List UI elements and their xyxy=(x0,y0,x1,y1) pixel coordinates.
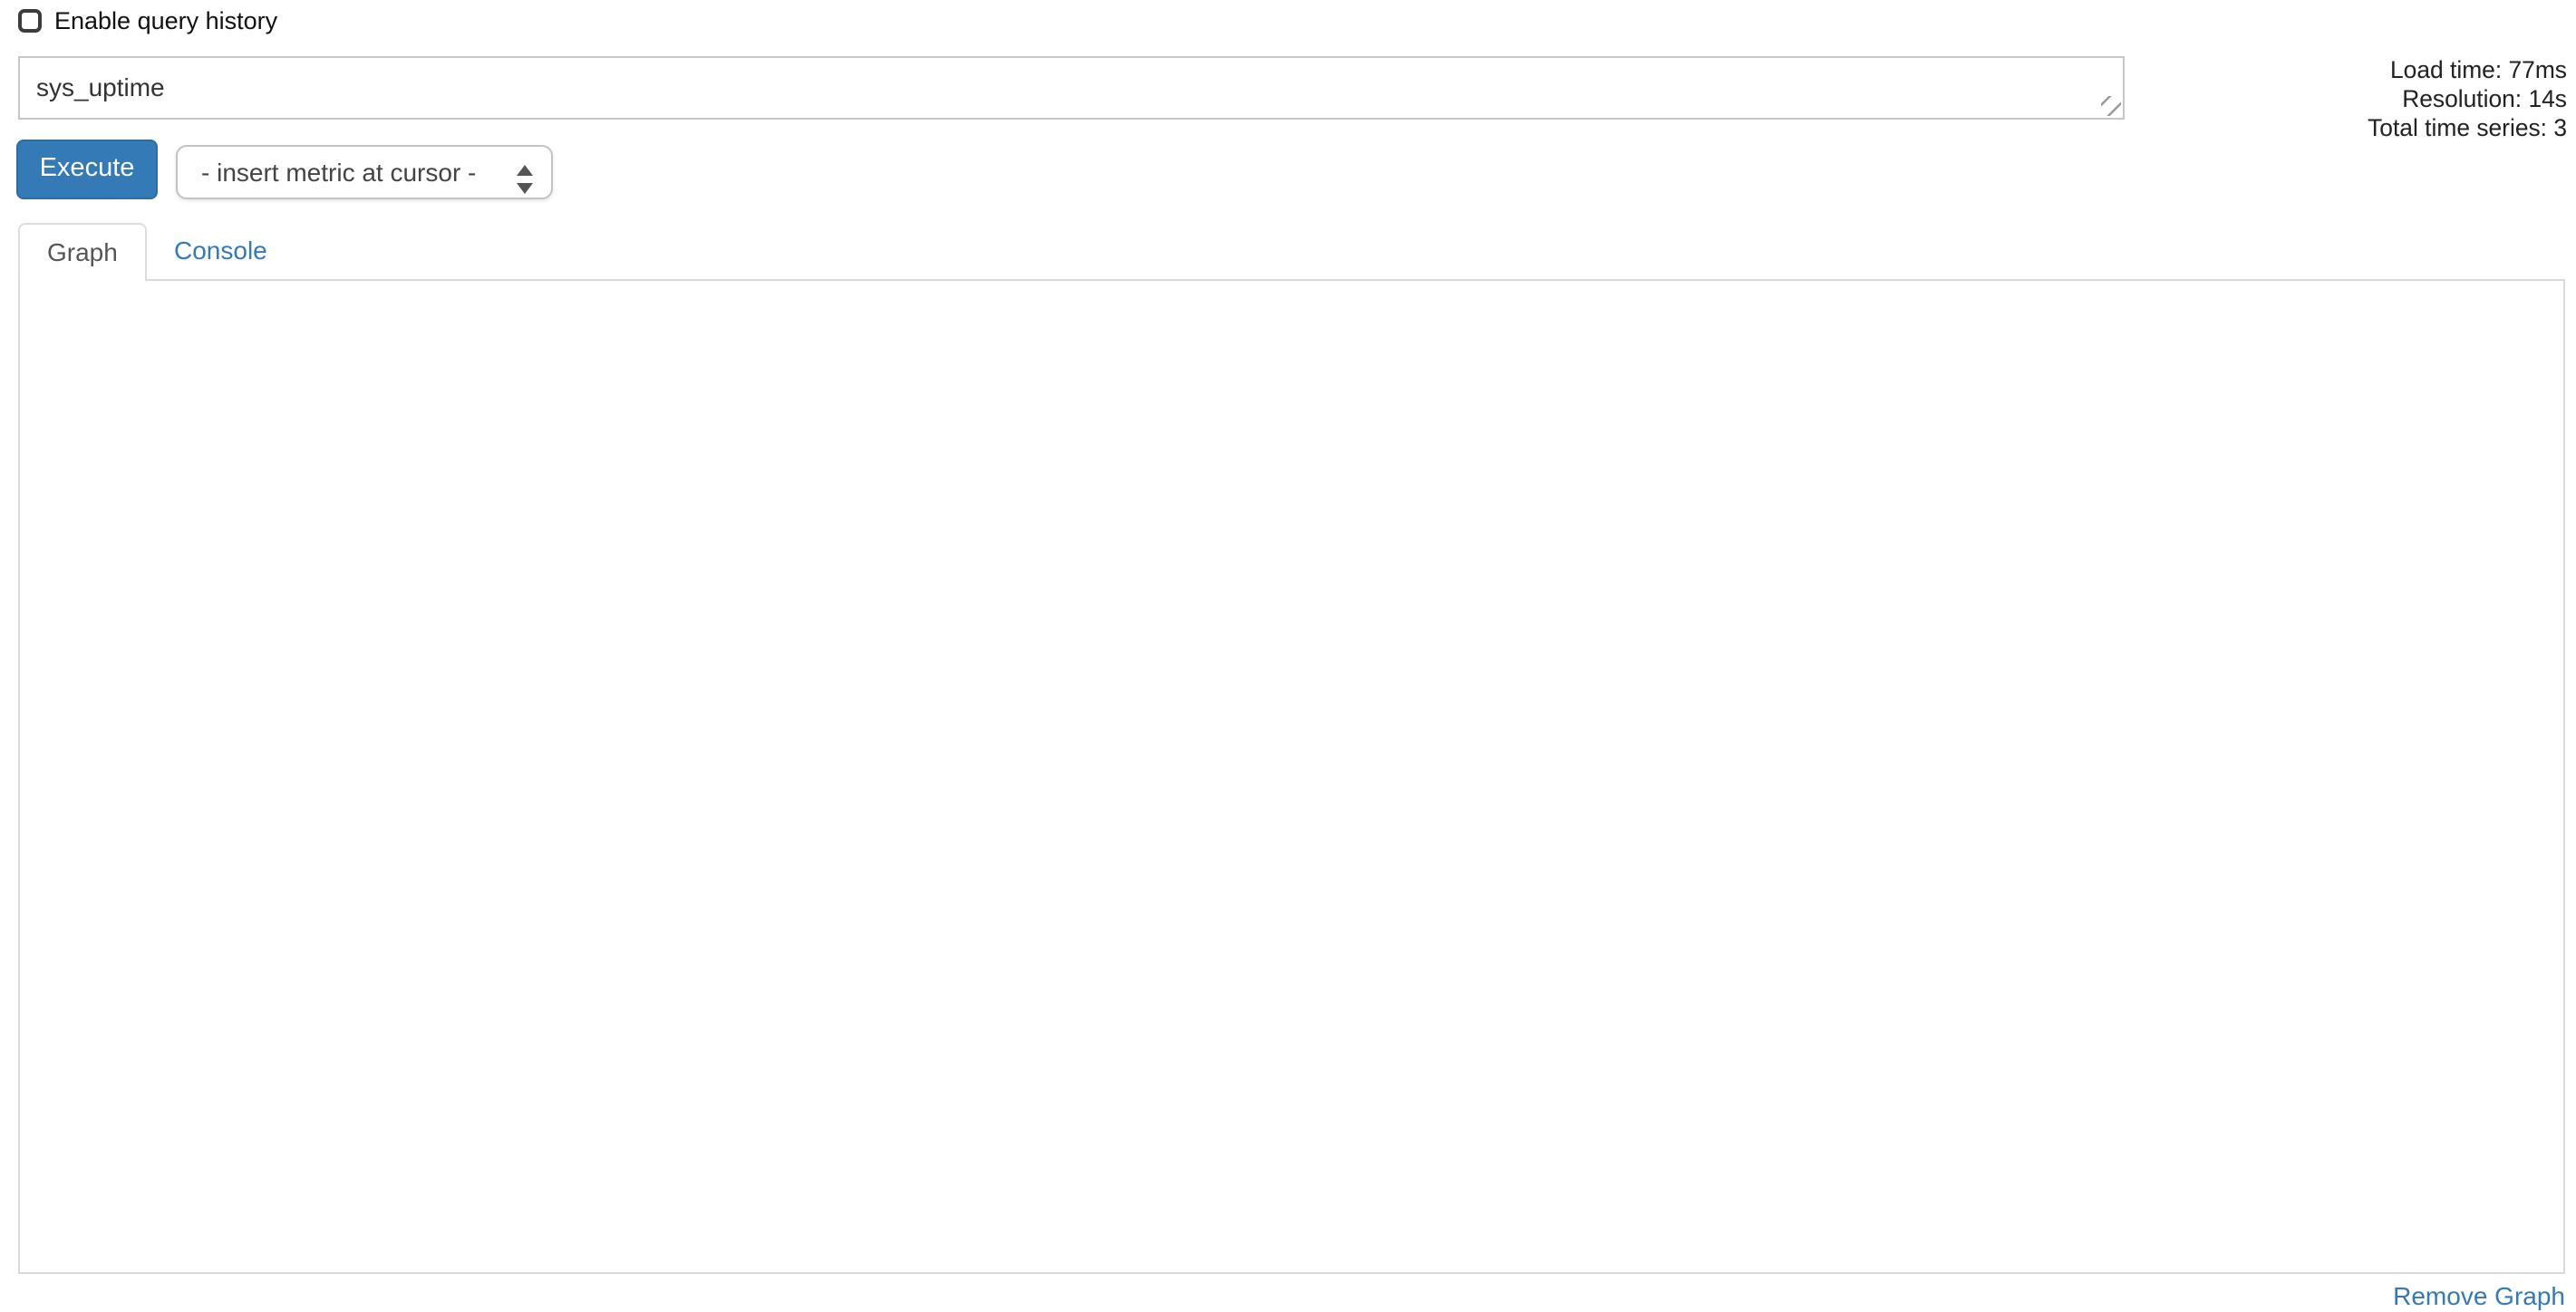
select-caret-icon xyxy=(517,159,533,210)
execute-button[interactable]: Execute xyxy=(16,140,158,199)
resolution-stat: Resolution: 14s xyxy=(2402,84,2567,112)
enable-query-history-checkbox[interactable] xyxy=(18,9,42,33)
query-input-wrap: sys_uptime xyxy=(18,56,2125,120)
insert-metric-select[interactable]: - insert metric at cursor - xyxy=(176,145,553,199)
textarea-resize-handle-icon[interactable] xyxy=(2101,96,2121,116)
query-stats: Load time: 77ms Resolution: 14s Total ti… xyxy=(2368,56,2567,142)
total-series-stat: Total time series: 3 xyxy=(2368,113,2567,141)
remove-graph-link[interactable]: Remove Graph xyxy=(2393,1281,2565,1310)
query-history-row: Enable query history xyxy=(18,7,277,34)
tab-graph[interactable]: Graph xyxy=(18,223,147,281)
tab-console[interactable]: Console xyxy=(174,236,267,265)
load-time-stat: Load time: 77ms xyxy=(2390,56,2567,83)
graph-panel xyxy=(18,279,2565,1274)
insert-metric-select-value: - insert metric at cursor - xyxy=(201,158,477,187)
query-expression-input[interactable]: sys_uptime xyxy=(18,56,2125,120)
enable-query-history-label: Enable query history xyxy=(54,7,278,34)
